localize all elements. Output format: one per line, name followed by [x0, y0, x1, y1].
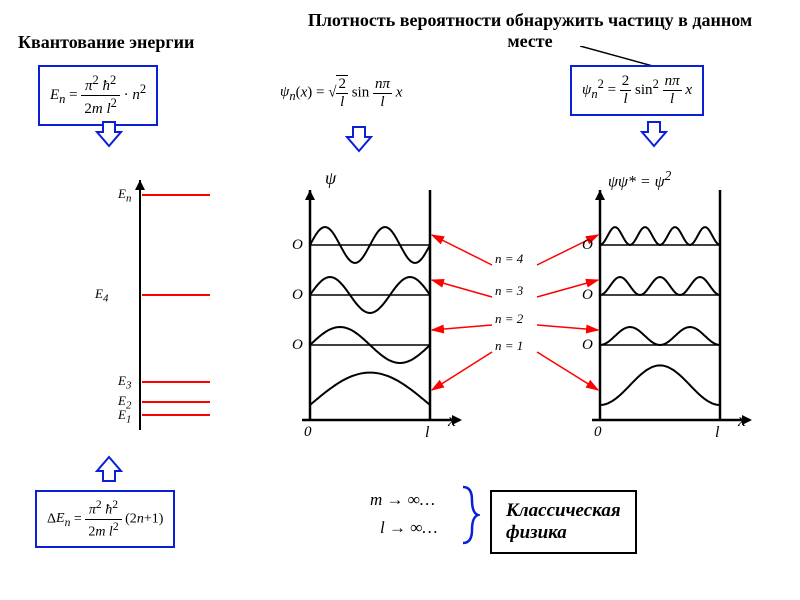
- psi2-o-1: O: [582, 337, 593, 354]
- brace-icon: [460, 485, 480, 545]
- psi-o-2: O: [292, 287, 303, 304]
- n-label-4: n = 4: [495, 251, 523, 267]
- formula-den-box: ΔEn = π2 ħ22m l2 (2n+1): [35, 490, 175, 548]
- psi2-x-label: x: [738, 410, 746, 431]
- psi-o-1: O: [292, 337, 303, 354]
- limit-m: m → ∞…: [370, 490, 435, 510]
- psi-l-label: l: [425, 424, 429, 442]
- n-label-2: n = 2: [495, 311, 523, 327]
- psi2-axis-label: ψψ* = ψ2: [608, 168, 671, 191]
- psi-o-3: O: [292, 237, 303, 254]
- psi-well: [0, 0, 800, 460]
- psi2-o-2: O: [582, 287, 593, 304]
- classical-physics-box: Классическая физика: [490, 490, 637, 554]
- psi-axis-label: ψ: [325, 168, 336, 189]
- psi2-l-label: l: [715, 424, 719, 442]
- n-label-3: n = 3: [495, 283, 523, 299]
- psi-x-label: x: [448, 410, 456, 431]
- psi-0-label: 0: [304, 424, 312, 441]
- psi2-o-3: O: [582, 237, 593, 254]
- limit-l: l → ∞…: [380, 518, 437, 538]
- classical-line2: физика: [506, 522, 621, 544]
- psi2-0-label: 0: [594, 424, 602, 441]
- n-label-1: n = 1: [495, 338, 523, 354]
- classical-line1: Классическая: [506, 500, 621, 522]
